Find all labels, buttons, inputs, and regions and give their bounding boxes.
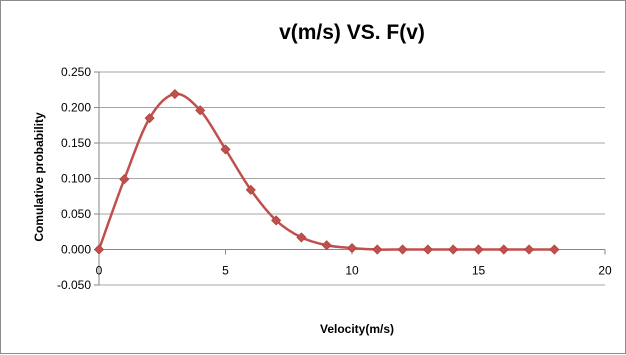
data-point bbox=[245, 184, 256, 195]
data-point bbox=[144, 113, 155, 124]
data-point bbox=[346, 243, 358, 254]
chart-title: v(m/s) VS. F(v) bbox=[279, 21, 425, 44]
data-point bbox=[524, 244, 535, 255]
data-point bbox=[372, 244, 383, 255]
x-axis-ticks: 0 5 10 15 20 bbox=[96, 249, 612, 278]
data-point bbox=[220, 144, 231, 155]
x-tick-label: 5 bbox=[222, 264, 229, 278]
x-tick-label: 0 bbox=[96, 264, 103, 278]
data-point bbox=[169, 88, 180, 100]
x-tick-label: 20 bbox=[598, 264, 612, 278]
y-tick-label: 0.000 bbox=[61, 243, 91, 257]
y-tick-label: 0.250 bbox=[61, 65, 91, 79]
data-point bbox=[549, 244, 560, 255]
y-tick-label: 0.200 bbox=[61, 101, 91, 115]
y-tick-label: 0.050 bbox=[61, 207, 91, 221]
data-point bbox=[422, 244, 433, 255]
x-tick-label: 15 bbox=[472, 264, 486, 278]
y-tick-label: 0.150 bbox=[61, 136, 91, 150]
series-line bbox=[97, 92, 555, 251]
series-layer bbox=[93, 88, 560, 255]
data-point bbox=[119, 174, 130, 185]
data-point bbox=[473, 244, 484, 255]
data-point bbox=[498, 244, 509, 255]
data-point bbox=[271, 215, 282, 226]
x-tick-label: 10 bbox=[345, 264, 359, 278]
data-point bbox=[397, 244, 408, 255]
data-point bbox=[296, 232, 307, 243]
data-point bbox=[93, 244, 105, 255]
data-point bbox=[195, 105, 206, 116]
y-tick-label: -0.050 bbox=[57, 278, 91, 292]
y-tick-label: 0.100 bbox=[61, 172, 91, 186]
y-axis-title: Comulative probability bbox=[32, 112, 46, 242]
data-point bbox=[321, 240, 332, 251]
data-point bbox=[448, 244, 459, 255]
y-axis-ticks: -0.050 0.000 0.050 0.100 0.150 0.200 0.250 bbox=[57, 65, 99, 292]
x-axis-title: Velocity(m/s) bbox=[320, 322, 394, 336]
